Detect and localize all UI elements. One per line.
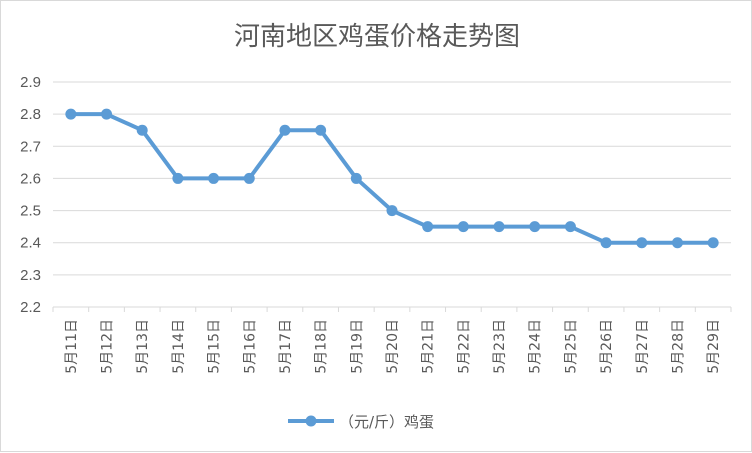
x-axis-ticks: 5月11日 5月12日 5月13日 5月14日 5月15日 5月16日 5月17日 5月18日…	[52, 307, 732, 374]
y-tick-label: 2.3	[20, 267, 41, 284]
x-tick-label: 5月19日	[349, 319, 365, 374]
legend-label: （元/斤）鸡蛋	[339, 413, 434, 431]
x-tick-label: 5月15日	[207, 319, 223, 374]
data-point	[315, 124, 327, 136]
data-point	[279, 124, 291, 136]
data-point	[671, 237, 683, 249]
data-point	[208, 172, 220, 184]
x-tick-label: 5月29日	[706, 319, 722, 374]
x-tick-label: 5月16日	[242, 319, 258, 374]
y-tick-label: 2.5	[20, 203, 41, 220]
chart-title: 河南地区鸡蛋价格走势图	[234, 22, 520, 52]
x-tick-label: 5月26日	[599, 319, 615, 374]
data-point	[243, 172, 255, 184]
y-tick-label: 2.4	[20, 235, 41, 252]
data-point	[457, 221, 469, 233]
data-point	[707, 237, 719, 249]
y-tick-label: 2.7	[20, 138, 41, 155]
y-axis-ticks: 2.2 2.3 2.4 2.5 2.6 2.7 2.8 2.9	[20, 74, 41, 316]
x-tick-label: 5月28日	[670, 319, 686, 374]
legend: （元/斤）鸡蛋	[288, 413, 434, 431]
y-tick-label: 2.8	[20, 106, 41, 123]
data-point	[493, 221, 505, 233]
data-point	[600, 237, 612, 249]
x-tick-label: 5月11日	[64, 319, 80, 374]
data-point	[136, 124, 148, 136]
x-tick-label: 5月12日	[100, 319, 116, 374]
x-tick-label: 5月17日	[278, 319, 294, 374]
x-tick-label: 5月20日	[385, 319, 401, 374]
data-point	[101, 108, 113, 120]
x-tick-label: 5月14日	[171, 319, 187, 374]
y-tick-label: 2.6	[20, 170, 41, 187]
x-tick-label: 5月21日	[421, 319, 437, 374]
data-point	[172, 172, 184, 184]
x-tick-label: 5月24日	[528, 319, 544, 374]
data-point	[636, 237, 648, 249]
legend-marker	[305, 415, 317, 427]
gridlines	[53, 81, 731, 308]
x-tick-label: 5月23日	[492, 319, 508, 374]
series-eggs	[65, 108, 719, 249]
y-tick-label: 2.2	[20, 299, 41, 316]
x-tick-label: 5月25日	[563, 319, 579, 374]
data-point	[529, 221, 541, 233]
x-tick-label: 5月27日	[635, 319, 651, 374]
y-tick-label: 2.9	[20, 74, 41, 91]
data-point	[564, 221, 576, 233]
x-tick-label: 5月22日	[456, 319, 472, 374]
data-point	[422, 221, 434, 233]
data-point	[65, 108, 77, 120]
x-tick-label: 5月13日	[135, 319, 151, 374]
x-tick-label: 5月18日	[314, 319, 330, 374]
data-point	[386, 205, 398, 217]
data-point	[350, 172, 362, 184]
